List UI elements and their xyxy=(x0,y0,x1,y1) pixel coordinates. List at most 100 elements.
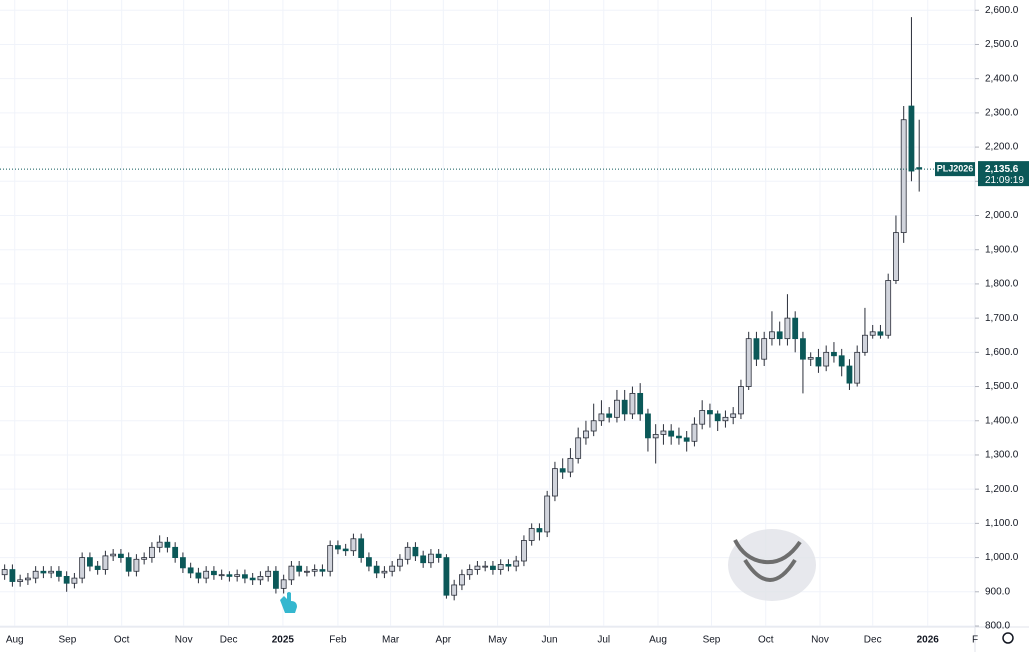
candle-body xyxy=(56,570,62,577)
candle-body xyxy=(730,413,737,418)
candle-body xyxy=(319,569,326,572)
candle-body xyxy=(335,545,341,550)
candle-body xyxy=(916,167,923,170)
candle-body xyxy=(885,280,892,336)
x-tick-label: 2025 xyxy=(272,635,295,646)
y-tick-label: 2,500.0 xyxy=(985,39,1019,50)
candle-body xyxy=(621,399,628,415)
x-tick-label: Sep xyxy=(59,635,77,646)
y-tick-label: 900.0 xyxy=(985,586,1010,597)
x-tick-label: 2026 xyxy=(917,635,940,646)
y-tick-label: 1,600.0 xyxy=(985,347,1019,358)
candle-body xyxy=(575,437,582,459)
cursor-icon xyxy=(280,592,297,613)
x-tick-label: Apr xyxy=(436,635,452,646)
candle-body xyxy=(156,541,163,548)
candle-body xyxy=(862,334,868,353)
candle-body xyxy=(823,351,830,367)
candle-body xyxy=(583,430,589,439)
candle-body xyxy=(389,565,396,572)
candle-body xyxy=(544,495,551,533)
x-tick-label: Dec xyxy=(220,635,238,646)
candle-body xyxy=(366,557,372,567)
y-tick-label: 1,100.0 xyxy=(985,518,1019,529)
candle-body xyxy=(234,574,241,577)
candle-body xyxy=(559,468,566,473)
x-tick-label: Jul xyxy=(597,635,610,646)
candle-body xyxy=(296,565,303,572)
candle-body xyxy=(172,546,179,558)
candle-body xyxy=(226,574,233,577)
x-tick-label: Oct xyxy=(114,635,130,646)
candle-body xyxy=(753,338,760,360)
candle-body xyxy=(203,570,210,579)
candle-body xyxy=(877,331,884,336)
candle-body xyxy=(125,557,132,572)
candle-body xyxy=(420,555,427,564)
candle-body xyxy=(451,584,458,596)
x-tick-label: Aug xyxy=(6,635,24,646)
candle-body xyxy=(776,331,783,340)
y-tick-label: 1,700.0 xyxy=(985,313,1019,324)
candle-body xyxy=(342,548,349,552)
y-tick-label: 2,200.0 xyxy=(985,142,1019,153)
candle-body xyxy=(668,430,675,437)
candle-body xyxy=(676,435,682,439)
symbol-tag xyxy=(935,162,975,177)
candle-body xyxy=(606,413,613,418)
candle-body xyxy=(908,105,915,172)
candle-body xyxy=(466,569,473,576)
x-tick-label: Nov xyxy=(175,635,193,646)
x-tick-label: May xyxy=(488,635,507,646)
candle-body xyxy=(327,545,334,572)
candle-body xyxy=(288,565,295,581)
candle-body xyxy=(71,577,78,584)
x-tick-label: Aug xyxy=(649,635,667,646)
settings-icon[interactable] xyxy=(1002,632,1014,644)
y-tick-label: 2,000.0 xyxy=(985,210,1019,221)
candle-body xyxy=(769,331,775,340)
candle-body xyxy=(218,574,225,577)
y-tick-label: 1,000.0 xyxy=(985,552,1019,563)
candle-body xyxy=(404,546,411,560)
x-tick-label: Mar xyxy=(382,635,400,646)
candle-body xyxy=(195,572,202,579)
candle-body xyxy=(815,357,822,367)
y-tick-label: 800.0 xyxy=(985,621,1010,632)
candle-body xyxy=(459,574,465,586)
x-tick-label: Nov xyxy=(811,635,829,646)
candle-body xyxy=(637,392,644,415)
x-tick-label: Sep xyxy=(703,635,721,646)
watermark xyxy=(728,529,816,601)
candle-body xyxy=(792,317,799,340)
candle-body xyxy=(800,338,806,360)
candle-body xyxy=(869,331,876,336)
y-tick-label: 2,400.0 xyxy=(985,73,1019,84)
candle-body xyxy=(513,560,520,567)
price-label: 2,135.6 xyxy=(985,164,1019,175)
candle-body xyxy=(397,558,403,567)
candle-body xyxy=(25,577,31,581)
candle-body xyxy=(412,546,419,557)
candle-body xyxy=(110,553,117,557)
candle-body xyxy=(187,567,194,574)
x-tick-label: Feb xyxy=(329,635,347,646)
x-tick-label: Oct xyxy=(758,635,774,646)
candle-body xyxy=(1,569,8,576)
candle-body xyxy=(838,355,845,367)
x-tick-label: Jun xyxy=(541,635,557,646)
candle-body xyxy=(482,565,489,568)
candle-body xyxy=(893,232,899,281)
candle-body xyxy=(17,579,24,582)
candle-body xyxy=(304,570,310,573)
candle-body xyxy=(784,317,791,340)
candle-body xyxy=(598,413,605,422)
y-tick-label: 1,400.0 xyxy=(985,415,1019,426)
candle-body xyxy=(164,541,171,548)
candle-body xyxy=(102,555,109,570)
candle-body xyxy=(761,338,768,360)
candle-body xyxy=(180,557,186,569)
candle-body xyxy=(490,565,496,570)
y-tick-label: 2,600.0 xyxy=(985,5,1019,16)
